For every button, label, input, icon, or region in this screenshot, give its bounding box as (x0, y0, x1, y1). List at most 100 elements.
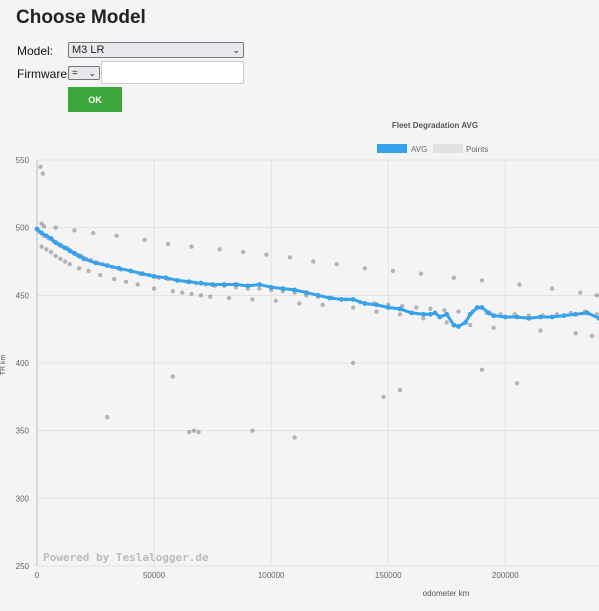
scatter-point (444, 320, 449, 325)
avg-point (81, 256, 87, 262)
avg-point (303, 290, 309, 296)
scatter-point (491, 325, 496, 331)
avg-point (48, 236, 54, 241)
scatter-point (514, 381, 520, 386)
avg-series-line (36, 227, 599, 329)
scatter-point (573, 331, 578, 336)
avg-point (233, 282, 239, 287)
avg-point (526, 315, 532, 321)
scatter-point (451, 275, 457, 280)
firmware-label: Firmware: (17, 67, 71, 81)
y-tick-label: 500 (16, 224, 30, 233)
y-axis-ticks: 250 300 350 400 450 500 550 (16, 156, 30, 571)
scatter-point (179, 290, 185, 295)
scatter-point (198, 293, 204, 298)
avg-point (292, 287, 297, 293)
ok-button[interactable]: OK (68, 87, 122, 112)
firmware-input[interactable] (101, 61, 244, 84)
avg-point (245, 283, 251, 289)
avg-point (467, 311, 473, 317)
legend-swatch-points (433, 144, 463, 153)
y-axis-label: TR km (0, 355, 7, 376)
avg-point (116, 265, 122, 271)
model-select[interactable]: M3 LR ⌄ (68, 42, 244, 58)
avg-point (350, 296, 356, 302)
y-tick-label: 250 (16, 562, 30, 571)
scatter-point (105, 414, 110, 420)
watermark: Powered by Teslalogger.de (43, 551, 209, 564)
scatter-point (421, 316, 426, 321)
avg-point (151, 273, 157, 279)
avg-point (374, 302, 379, 308)
avg-point (456, 324, 461, 329)
scatter-point (217, 247, 222, 252)
scatter-point (538, 328, 543, 333)
scatter-point (40, 171, 46, 176)
y-tick-label: 350 (16, 427, 30, 436)
avg-series-points (34, 226, 599, 329)
scatter-point (226, 295, 232, 301)
chevron-down-icon: ⌄ (88, 67, 96, 78)
avg-point (268, 284, 274, 290)
avg-point (437, 314, 443, 320)
avg-point (561, 313, 567, 319)
scatter-point (114, 233, 119, 238)
model-label: Model: (17, 44, 54, 58)
scatter-point (38, 164, 43, 169)
avg-point (221, 282, 227, 287)
avg-point (72, 250, 77, 256)
scatter-point (320, 302, 325, 308)
scatter-point (44, 247, 49, 252)
scatter-point (418, 271, 424, 276)
chart-legend[interactable]: AVG Points (377, 144, 488, 154)
scatter-point (350, 305, 356, 310)
scatter-point (240, 249, 246, 255)
avg-point (34, 226, 40, 232)
scatter-point (292, 435, 297, 440)
y-tick-label: 300 (16, 494, 30, 503)
scatter-point (456, 309, 461, 314)
scatter-point (58, 256, 63, 261)
avg-point (444, 311, 450, 317)
scatter-point (189, 291, 194, 297)
chart-title: Fleet Degradation AVG (392, 121, 478, 130)
scatter-point (123, 279, 129, 284)
x-axis-label: odometer km (423, 589, 470, 598)
avg-point (385, 305, 391, 310)
y-tick-label: 400 (16, 359, 30, 368)
scatter-point (442, 308, 447, 313)
scatter-point (594, 293, 599, 298)
scatter-point (397, 312, 403, 317)
avg-point (67, 248, 73, 254)
avg-point (339, 296, 344, 302)
avg-point (362, 301, 368, 306)
avg-point (491, 313, 497, 319)
scatter-point (397, 387, 403, 393)
points-series (37, 164, 599, 440)
x-tick-label: 150000 (375, 571, 402, 580)
scatter-point (350, 360, 356, 366)
avg-point (280, 286, 286, 291)
avg-point (53, 240, 59, 245)
scatter-point (549, 286, 555, 291)
scatter-point (165, 241, 171, 247)
scatter-point (135, 282, 140, 287)
scatter-point (53, 253, 58, 259)
scatter-point (76, 266, 82, 271)
scatter-point (374, 309, 379, 314)
avg-point (596, 315, 599, 321)
avg-point (327, 295, 333, 301)
avg-point (474, 305, 480, 310)
scatter-point (98, 272, 103, 278)
firmware-operator-select[interactable]: = ⌄ (68, 66, 100, 80)
scatter-point (250, 428, 255, 433)
avg-point (549, 314, 555, 320)
avg-point (397, 306, 403, 312)
avg-point (163, 275, 169, 281)
avg-point (315, 292, 321, 298)
avg-point (573, 311, 578, 317)
x-tick-label: 100000 (258, 571, 285, 580)
avg-point (486, 310, 492, 316)
fleet-degradation-chart[interactable]: Fleet Degradation AVG AVG Points 250 300 3… (0, 110, 599, 611)
scatter-point (362, 266, 368, 271)
